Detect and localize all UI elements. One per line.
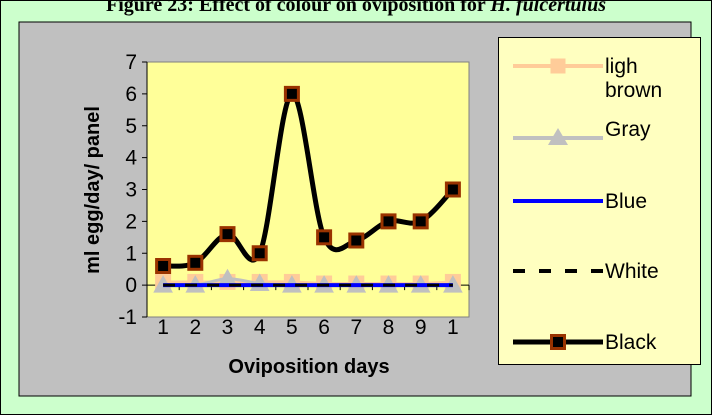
y-tick-label: 7: [125, 51, 137, 74]
y-tick-label: 3: [125, 179, 137, 202]
data-point-core: [190, 257, 201, 268]
legend: ligh brown Gray Blue White Black: [498, 37, 701, 365]
legend-label-gray: Gray: [605, 118, 651, 141]
legend-marker: [550, 58, 566, 74]
data-point-core: [351, 235, 362, 246]
legend-key-ligh-brown: [513, 58, 603, 74]
legend-key-gray: [513, 128, 603, 145]
data-point-core: [447, 184, 458, 195]
legend-key-black: [513, 334, 603, 350]
y-tick-label: 6: [125, 83, 137, 106]
x-tick-label: 7: [350, 316, 362, 339]
data-point-core: [319, 232, 330, 243]
x-tick-label: 1: [157, 316, 169, 339]
data-point-core: [383, 216, 394, 227]
figure-title: Figure 23: Effect of colour on ovipositi…: [0, 0, 712, 17]
x-tick-label: 4: [254, 316, 266, 339]
x-tick-label: 2: [189, 316, 201, 339]
data-point-core: [286, 88, 297, 99]
series-black: [155, 85, 461, 274]
x-tick-label: 9: [415, 316, 427, 339]
x-tick-label: 1: [447, 316, 459, 339]
x-tick-label: 3: [222, 316, 234, 339]
legend-label-black: Black: [605, 331, 657, 354]
x-tick-label: 8: [383, 316, 395, 339]
legend-label-light-brown: ligh brown: [605, 55, 663, 102]
y-tick-label: 2: [125, 210, 137, 233]
series-layer: [153, 85, 463, 293]
y-tick-label: -1: [118, 306, 137, 329]
legend-marker: [548, 128, 568, 145]
x-tick-label: 5: [286, 316, 298, 339]
y-tick-label: 4: [125, 147, 137, 170]
legend-keys: [513, 58, 603, 350]
title-text: Figure 23: Effect of colour on ovipositi…: [106, 0, 491, 16]
title-species: H. fulcertulus: [490, 0, 606, 16]
data-point-core: [254, 248, 265, 259]
y-tick-label: 0: [125, 274, 137, 297]
data-point-core: [158, 261, 169, 271]
legend-label-blue: Blue: [605, 190, 648, 213]
data-point-core: [222, 229, 233, 240]
legend-marker-core: [553, 337, 563, 347]
y-tick-label: 5: [125, 115, 137, 138]
y-axis-title: ml egg/day/ panel: [82, 106, 104, 274]
legend-label-white: White: [605, 260, 659, 283]
data-point-core: [415, 216, 426, 227]
y-tick-label: 1: [125, 242, 137, 265]
x-axis-title: Oviposition days: [228, 356, 389, 378]
x-tick-label: 6: [318, 316, 330, 339]
